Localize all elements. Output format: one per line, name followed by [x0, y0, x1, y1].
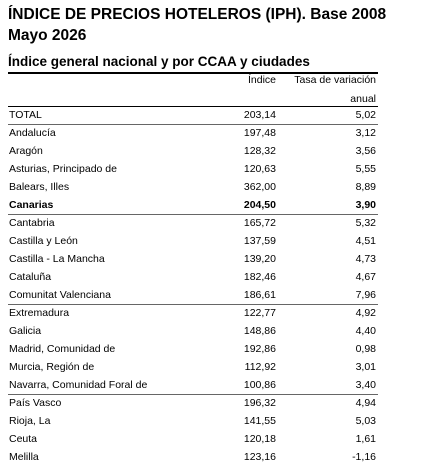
cell-value: 7,96 — [355, 289, 376, 301]
title: ÍNDICE DE PRECIOS HOTELEROS (IPH). Base … — [8, 6, 387, 23]
cell-value: 186,61 — [243, 289, 276, 301]
row-label: Rioja, La — [9, 415, 51, 427]
cell-value: 128,32 — [243, 145, 276, 157]
row-label: Extremadura — [9, 307, 70, 319]
table-caption: Índice general nacional y por CCAA y ciu… — [8, 54, 310, 69]
cell-value: 165,72 — [243, 217, 276, 229]
cell-value: 0,98 — [355, 343, 376, 355]
cell-value: 3,56 — [355, 145, 376, 157]
row-label: Asturias, Principado de — [9, 163, 117, 175]
cell-value: 3,90 — [355, 199, 376, 211]
cell-value: 123,16 — [243, 451, 276, 463]
caption-rule — [8, 72, 378, 74]
cell-value: 120,18 — [243, 433, 276, 445]
cell-value: 197,48 — [243, 127, 276, 139]
cell-value: 139,20 — [243, 253, 276, 265]
cell-value: 182,46 — [243, 271, 276, 283]
column-header: Índice — [247, 74, 276, 86]
row-label: Murcia, Región de — [9, 361, 95, 373]
cell-value: 5,32 — [355, 217, 376, 229]
cell-value: 192,86 — [243, 343, 276, 355]
row-label: Canarias — [9, 199, 54, 211]
cell-value: 3,40 — [355, 379, 376, 391]
cell-value: 1,61 — [355, 433, 376, 445]
row-label: Balears, Illes — [9, 181, 70, 193]
cell-value: 4,73 — [355, 253, 376, 265]
group-rule — [8, 304, 378, 305]
cell-value: 100,86 — [243, 379, 276, 391]
cell-value: 196,32 — [243, 397, 276, 409]
subtitle: Mayo 2026 — [8, 27, 87, 44]
cell-value: 5,55 — [355, 163, 376, 175]
cell-value: 5,03 — [355, 415, 376, 427]
cell-value: 4,51 — [355, 235, 376, 247]
row-label: TOTAL — [9, 109, 42, 121]
cell-value: 203,14 — [243, 109, 276, 121]
row-label: Cantabria — [9, 217, 55, 229]
cell-value: 4,94 — [355, 397, 376, 409]
cell-value: 4,40 — [355, 325, 376, 337]
row-label: Navarra, Comunidad Foral de — [9, 379, 148, 391]
cell-value: 122,77 — [243, 307, 276, 319]
cell-value: 8,89 — [355, 181, 376, 193]
cell-value: 3,01 — [355, 361, 376, 373]
cell-value: 4,67 — [355, 271, 376, 283]
row-label: País Vasco — [9, 397, 62, 409]
cell-value: 4,92 — [355, 307, 376, 319]
row-label: Comunitat Valenciana — [9, 289, 111, 301]
cell-value: 204,50 — [243, 199, 276, 211]
cell-value: -1,16 — [352, 451, 376, 463]
row-label: Castilla - La Mancha — [9, 253, 105, 265]
row-label: Aragón — [9, 145, 43, 157]
group-rule — [8, 214, 378, 215]
row-label: Andalucía — [9, 127, 56, 139]
group-rule — [8, 124, 378, 125]
column-header: Tasa de variación anual — [294, 74, 376, 105]
cell-value: 362,00 — [243, 181, 276, 193]
header-rule — [8, 106, 378, 107]
cell-value: 112,92 — [244, 361, 276, 373]
row-label: Madrid, Comunidad de — [9, 343, 116, 355]
cell-value: 120,63 — [243, 163, 276, 175]
row-label: Castilla y León — [9, 235, 78, 247]
row-label: Melilla — [9, 451, 39, 463]
row-label: Galicia — [9, 325, 42, 337]
cell-value: 141,55 — [243, 415, 276, 427]
row-label: Ceuta — [9, 433, 38, 445]
group-rule — [8, 394, 378, 395]
cell-value: 5,02 — [355, 109, 376, 121]
row-label: Cataluña — [9, 271, 52, 283]
cell-value: 137,59 — [243, 235, 276, 247]
cell-value: 3,12 — [355, 127, 376, 139]
cell-value: 148,86 — [243, 325, 276, 337]
